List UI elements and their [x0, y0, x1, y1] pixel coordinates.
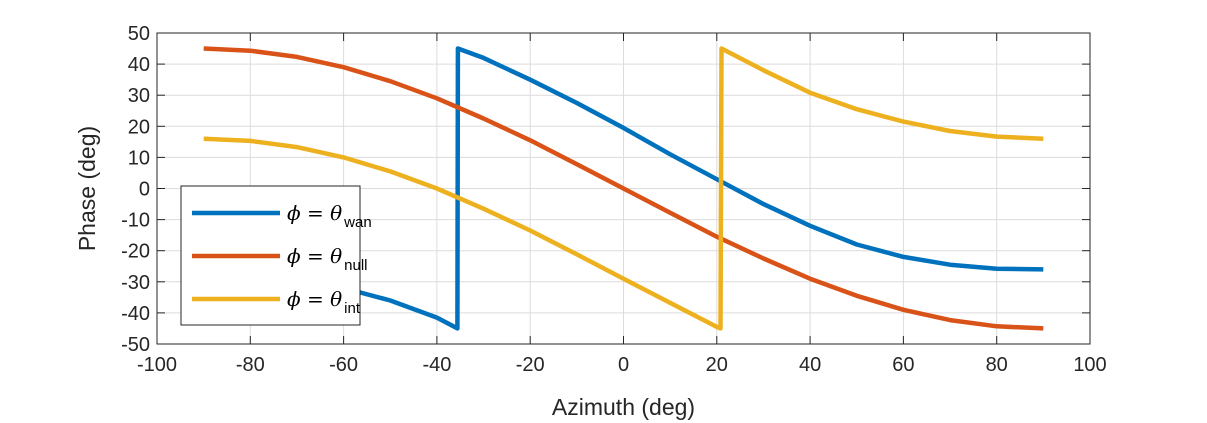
legend-entry-wan: ϕ = θ wan	[287, 201, 372, 231]
legend-subscript: wan	[343, 214, 372, 231]
y-tick-label: 30	[128, 85, 150, 107]
x-tick-label: -80	[236, 354, 265, 376]
y-tick-label: -10	[121, 210, 150, 232]
legend-subscript: null	[344, 257, 367, 274]
y-tick-label: 50	[128, 23, 150, 45]
x-tick-label: 0	[618, 354, 629, 376]
x-tick-label: 40	[799, 354, 821, 376]
legend-prefix: ϕ = θ	[287, 287, 342, 311]
y-tick-label: 10	[128, 147, 150, 169]
x-tick-label: -100	[137, 354, 177, 376]
axis-ticks	[156, 32, 1091, 345]
y-tick-labels: -50 -40 -30 -20 -10 0 10 20 30 40 50	[121, 23, 150, 356]
y-tick-label: 40	[128, 54, 150, 76]
x-tick-label: -40	[422, 354, 451, 376]
series-line-null	[203, 46, 1044, 331]
y-tick-label: 20	[128, 116, 150, 138]
y-tick-label: -20	[121, 241, 150, 263]
legend-prefix: ϕ = θ	[287, 201, 342, 225]
y-tick-label: -30	[121, 272, 150, 294]
legend-entry-int: ϕ = θ int	[287, 287, 361, 317]
legend-entry-null: ϕ = θ null	[287, 244, 368, 274]
x-tick-label: 60	[892, 354, 914, 376]
x-tick-label: 100	[1073, 354, 1106, 376]
y-tick-label: -50	[121, 334, 150, 356]
y-tick-label: -40	[121, 303, 150, 325]
y-tick-label: 0	[139, 179, 150, 201]
legend-prefix: ϕ = θ	[287, 244, 342, 268]
series-line-int	[203, 46, 1044, 331]
x-tick-label: -60	[329, 354, 358, 376]
x-axis-label: Azimuth (deg)	[552, 394, 695, 420]
x-tick-labels: -100 -80 -60 -40 -20 0 20 40 60 80 100	[137, 354, 1107, 376]
x-tick-label: 80	[986, 354, 1008, 376]
x-tick-label: -20	[516, 354, 545, 376]
y-axis-label: Phase (deg)	[74, 126, 100, 251]
legend-subscript: int	[344, 300, 361, 317]
x-tick-label: 20	[706, 354, 728, 376]
